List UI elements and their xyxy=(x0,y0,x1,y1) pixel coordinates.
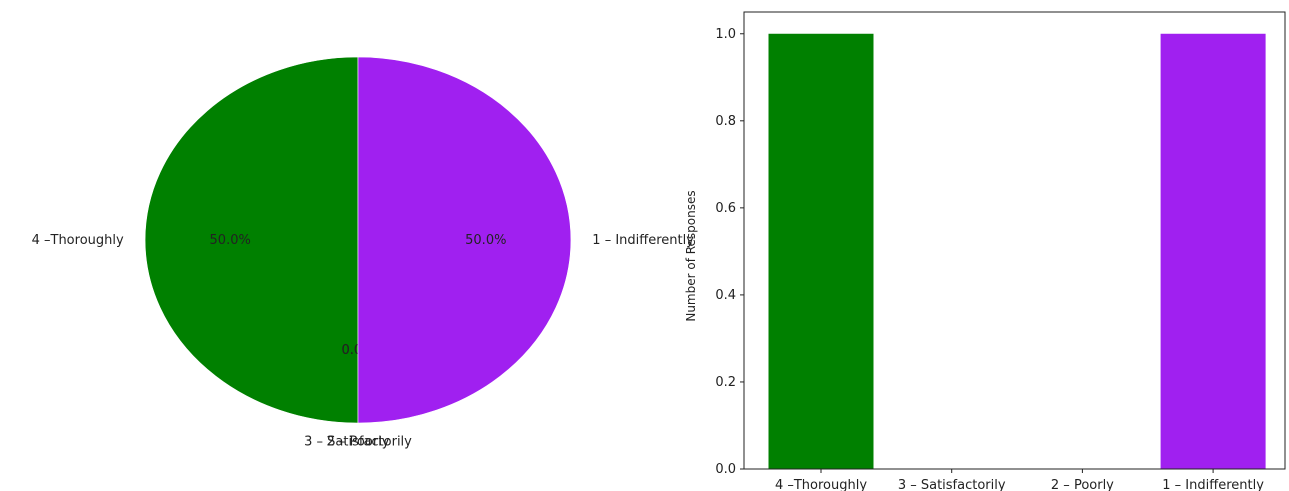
pie-percent-label: 50.0% xyxy=(465,233,506,248)
x-tick-label: 4 –Thoroughly xyxy=(775,478,867,491)
pie-slice xyxy=(144,56,359,424)
plot-frame xyxy=(743,11,1286,470)
bar-series xyxy=(768,33,1266,470)
x-tick-label: 3 – Satisfactorily xyxy=(898,478,1006,491)
y-tick-label: 0.6 xyxy=(715,201,736,216)
pie-category-label: 4 –Thoroughly xyxy=(32,233,124,248)
y-tick-label: 0.0 xyxy=(715,462,736,477)
pie-slice xyxy=(357,56,572,424)
pie-category-label: 1 – Indifferently xyxy=(592,233,694,248)
x-tick-label: 1 – Indifferently xyxy=(1162,478,1264,491)
pie-category-label: 2 – Poorly xyxy=(327,434,390,449)
y-tick-label: 0.4 xyxy=(715,288,736,303)
bar xyxy=(1160,33,1266,470)
bar-chart: 4 –Thoroughly 3 – Satisfactorily 2 – Poorl… xyxy=(684,11,1286,491)
y-axis-label: Number of Responses xyxy=(684,190,698,321)
y-tick-label: 0.2 xyxy=(715,375,736,390)
y-tick-label: 1.0 xyxy=(715,27,736,42)
x-tick-label: 2 – Poorly xyxy=(1051,478,1114,491)
pie-percent-label: 50.0% xyxy=(210,233,251,248)
pie-category-label: 3 – Satisfactorily xyxy=(304,434,412,449)
bar-axes: 4 –Thoroughly 3 – Satisfactorily 2 – Poorl… xyxy=(715,11,1286,491)
bar xyxy=(768,33,874,470)
y-tick-label: 0.8 xyxy=(715,114,736,129)
